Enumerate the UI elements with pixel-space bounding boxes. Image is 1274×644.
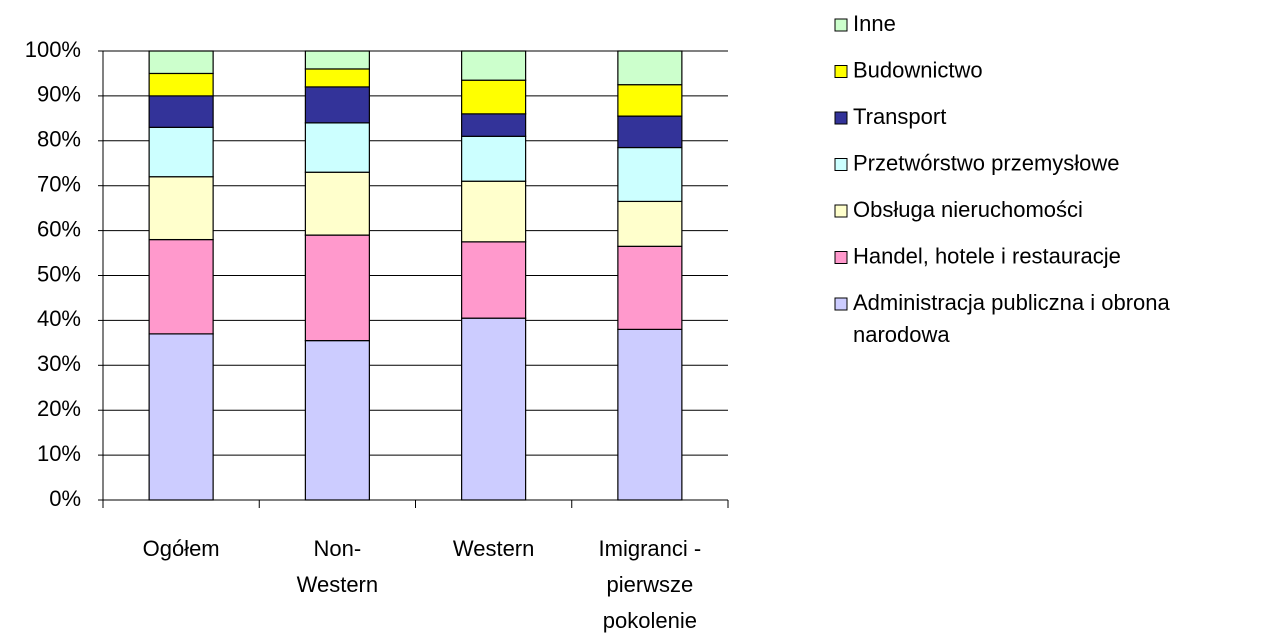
bar-segment xyxy=(304,122,370,173)
y-tick-label: 0% xyxy=(49,486,81,511)
bar-segment xyxy=(148,176,214,241)
bar-segment xyxy=(461,135,527,182)
bar-segment xyxy=(148,126,214,178)
y-tick-label: 80% xyxy=(37,127,81,152)
bar-segment xyxy=(304,171,370,236)
y-tick-label: 70% xyxy=(37,172,81,197)
bar-segment xyxy=(617,84,683,117)
bar-segment xyxy=(304,50,370,70)
bar-segment xyxy=(461,180,527,243)
bar-segment xyxy=(304,340,370,501)
legend-label: Handel, hotele i restauracje xyxy=(853,243,1121,268)
y-tick-label: 40% xyxy=(37,306,81,331)
x-tick-label: Western xyxy=(453,536,535,561)
y-tick-label: 90% xyxy=(37,82,81,107)
x-tick-label: Imigranci -pierwsze pokolenie xyxy=(599,536,702,633)
bar-segment xyxy=(617,245,683,330)
bar-segment xyxy=(461,317,527,501)
legend-swatch xyxy=(834,204,848,218)
bar-segment xyxy=(617,200,683,247)
bar-segment xyxy=(148,238,214,335)
legend-swatch xyxy=(834,297,848,311)
x-tick-label: Ogółem xyxy=(143,536,220,561)
legend-swatch xyxy=(834,158,848,171)
bar-segment xyxy=(148,72,214,97)
legend-swatch xyxy=(834,65,848,78)
bar-segment xyxy=(304,68,370,88)
legend-label: Obsługa nieruchomości xyxy=(853,197,1083,222)
legend-label: Inne xyxy=(853,11,896,36)
bar-segment xyxy=(148,50,214,75)
y-tick-label: 100% xyxy=(25,37,81,62)
y-tick-label: 30% xyxy=(37,351,81,376)
bar-segment xyxy=(461,113,527,137)
legend-label: Transport xyxy=(853,104,946,129)
bar-segment xyxy=(304,86,370,124)
bar-segment xyxy=(461,241,527,319)
bar-segment xyxy=(148,333,214,501)
y-tick-label: 50% xyxy=(37,261,81,286)
bar-segment xyxy=(617,115,683,149)
bar-segment xyxy=(617,146,683,203)
legend-swatch xyxy=(834,18,848,32)
bar-segment xyxy=(617,50,683,86)
bar-segment xyxy=(461,79,527,115)
bar-segment xyxy=(304,234,370,342)
y-tick-label: 20% xyxy=(37,396,81,421)
legend-label: Administracja publiczna i obrona narodowa xyxy=(853,290,1170,347)
y-tick-label: 60% xyxy=(37,216,81,241)
legend-label: Budownictwo xyxy=(853,57,983,82)
y-tick-label: 10% xyxy=(37,441,81,466)
bar-segment xyxy=(148,95,214,128)
bar-segment xyxy=(461,50,527,81)
legend-swatch xyxy=(834,251,848,264)
legend-swatch xyxy=(834,111,848,125)
bar-segment xyxy=(617,328,683,501)
legend-label: Przetwórstwo przemysłowe xyxy=(853,150,1120,175)
x-tick-label: Non-Western xyxy=(297,536,379,597)
